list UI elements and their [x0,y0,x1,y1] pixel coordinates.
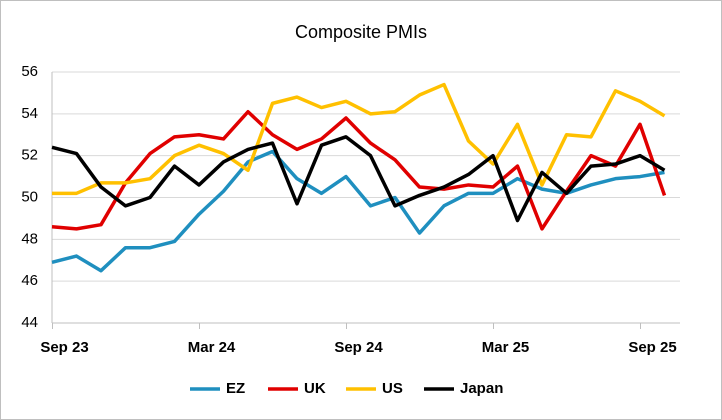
x-tick-label: Mar 24 [188,339,236,356]
y-tick-label: 54 [21,105,38,122]
chart-title: Composite PMIs [295,22,427,42]
series-line [51,135,666,223]
y-tick-label: 52 [21,147,38,164]
legend-label: EZ [226,380,245,397]
y-tick-label: 46 [21,272,38,289]
legend-label: Japan [460,380,503,397]
series-line [51,109,667,231]
y-tick-label: 44 [21,314,38,331]
y-tick-label: 50 [21,188,38,205]
series-line [52,82,666,196]
x-tick-label: Sep 25 [628,339,676,356]
legend-label: US [382,380,403,397]
y-tick-label: 48 [21,230,38,247]
x-tick-label: Sep 24 [334,339,383,356]
y-tick-label: 56 [21,63,38,80]
x-tick-label: Sep 23 [40,339,88,356]
legend-label: UK [304,380,326,397]
x-tick-label: Mar 25 [482,339,530,356]
series-line [51,149,665,273]
